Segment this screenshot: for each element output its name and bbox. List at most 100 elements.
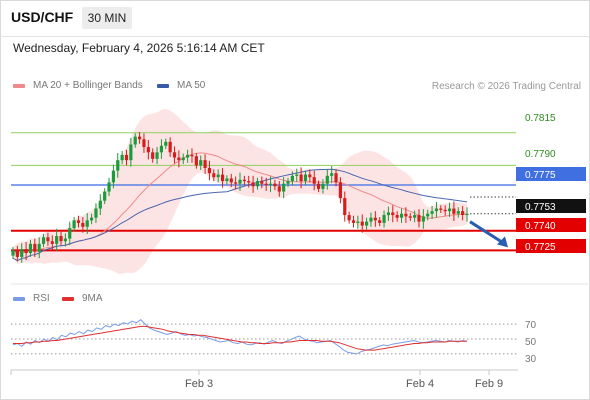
candle-body — [386, 212, 391, 216]
candle-body — [133, 136, 137, 145]
candle-body — [308, 174, 312, 178]
legend-rsi-ma: 9MA — [62, 293, 103, 304]
forecast-arrow — [469, 220, 508, 248]
candle-body — [255, 181, 260, 187]
candle-body — [15, 250, 19, 257]
candle-body — [98, 200, 102, 209]
candle-body — [116, 160, 120, 171]
candle-body — [46, 237, 50, 242]
x-label-feb4: Feb 4 — [406, 378, 434, 390]
candle-body — [168, 141, 172, 153]
candle-body — [111, 170, 116, 183]
candles — [11, 132, 469, 263]
candle-body — [286, 181, 290, 184]
candle-body — [338, 182, 343, 199]
candle-body — [33, 243, 37, 252]
candle-body — [312, 177, 316, 184]
candle-body — [447, 208, 452, 212]
candle-body — [151, 152, 155, 159]
rsi-line — [12, 319, 468, 355]
candle-body — [260, 181, 264, 184]
legend-ma50: MA 50 — [157, 80, 205, 91]
candle-body — [351, 220, 356, 223]
candle-body — [404, 213, 408, 217]
candle-body — [216, 174, 220, 178]
candle-body — [107, 182, 111, 192]
candle-body — [413, 215, 417, 218]
forecast-arrow-head — [497, 236, 508, 248]
legend-rsi: RSI — [13, 293, 50, 304]
label-current: 0.7753 — [525, 202, 556, 213]
candle-body — [430, 211, 434, 214]
s1-tag — [516, 218, 586, 232]
candle-body — [364, 221, 369, 226]
candle-body — [68, 228, 72, 239]
candle-body — [421, 216, 425, 222]
candle-body — [382, 215, 386, 223]
x-label-feb3: Feb 3 — [185, 378, 213, 390]
label-pivot: 0.7775 — [525, 170, 556, 181]
candle-body — [55, 236, 59, 244]
legend-ma20-label: MA 20 + Bollinger Bands — [33, 80, 143, 91]
candle-body — [234, 182, 238, 184]
candle-body — [50, 241, 54, 244]
candle-body — [434, 208, 439, 212]
candle-body — [177, 157, 181, 161]
candle-body — [264, 183, 268, 185]
rsi-tick-50: 50 — [525, 337, 537, 348]
candle-body — [137, 136, 142, 140]
candle-body — [212, 173, 216, 178]
label-s1: 0.7740 — [525, 221, 556, 232]
candle-body — [142, 139, 146, 148]
candle-body — [81, 222, 85, 227]
candle-body — [395, 215, 399, 218]
candle-body — [207, 168, 212, 174]
candle-body — [316, 183, 321, 189]
candle-body — [369, 217, 373, 222]
legend-rsi-ma-label: 9MA — [82, 293, 103, 304]
candle-body — [343, 198, 347, 216]
candle-body — [247, 181, 251, 183]
candle-body — [273, 183, 277, 187]
candle-body — [199, 160, 203, 166]
candle-body — [186, 154, 190, 158]
current-tag — [516, 199, 586, 213]
candle-body — [356, 221, 360, 223]
symbol-title: USD/CHF — [11, 9, 74, 25]
header-divider — [0, 36, 590, 37]
candle-body — [229, 178, 233, 183]
legend-ma20: MA 20 + Bollinger Bands — [13, 80, 143, 91]
candle-body — [373, 217, 377, 221]
bollinger-band — [13, 108, 467, 274]
timeframe-badge[interactable]: 30 MIN — [82, 7, 132, 29]
candle-body — [439, 208, 443, 210]
candle-body — [124, 154, 129, 161]
candle-body — [443, 209, 447, 212]
candle-body — [225, 178, 229, 182]
candle-body — [378, 220, 382, 223]
candle-body — [172, 152, 177, 158]
candle-body — [155, 152, 159, 159]
candle-body — [456, 211, 460, 214]
ma20-swatch-icon — [13, 83, 25, 88]
candle-body — [325, 175, 329, 184]
ma50-swatch-icon — [157, 83, 169, 88]
candle-body — [282, 183, 286, 192]
candle-body — [290, 175, 294, 182]
candle-body — [72, 220, 76, 229]
forecast-arrow-shaft — [469, 220, 505, 245]
candle-body — [37, 243, 41, 252]
candle-body — [190, 154, 194, 157]
level-lines — [11, 132, 516, 252]
datetime-label: Wednesday, February 4, 2026 5:16:14 AM C… — [13, 41, 265, 55]
candle-body — [277, 186, 281, 192]
candle-body — [268, 183, 273, 185]
candle-body — [238, 179, 242, 184]
candle-body — [76, 220, 81, 223]
rsi-grid — [11, 323, 518, 355]
candle-body — [461, 211, 465, 216]
rsi-ma-line — [13, 325, 467, 351]
candle-body — [417, 215, 421, 222]
rsi-lines — [12, 319, 468, 355]
